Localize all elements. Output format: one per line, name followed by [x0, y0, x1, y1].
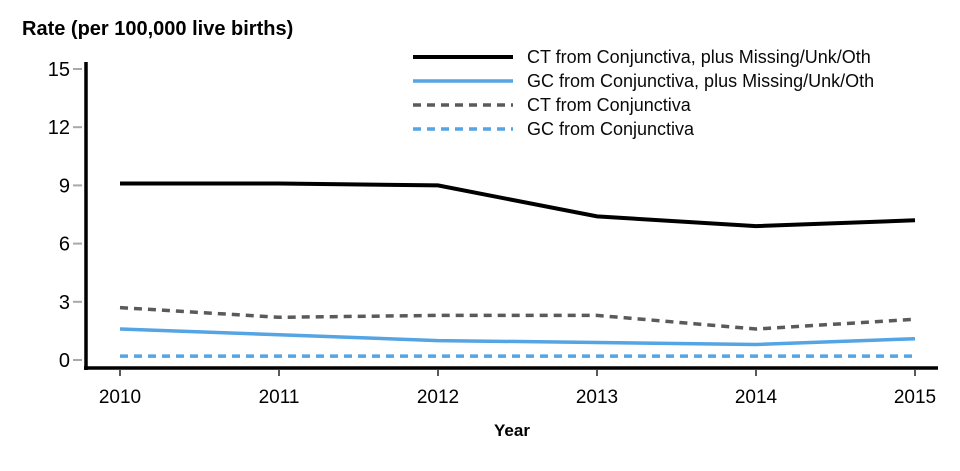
y-tick-label: 3	[59, 292, 70, 314]
legend-swatch-line	[413, 127, 513, 131]
legend-label: CT from Conjunctiva, plus Missing/Unk/Ot…	[527, 46, 871, 67]
x-tick-label: 2013	[576, 387, 618, 408]
legend-item: GC from Conjunctiva	[413, 117, 874, 141]
chart-title: Rate (per 100,000 live births)	[22, 18, 294, 40]
series-line-1	[120, 181, 916, 229]
legend-swatch-line	[413, 79, 513, 83]
series-line-2	[119, 327, 916, 347]
legend-label: CT from Conjunctiva	[527, 94, 691, 115]
legend-label: GC from Conjunctiva, plus Missing/Unk/Ot…	[527, 70, 875, 91]
legend-label: GC from Conjunctiva	[527, 118, 695, 139]
series-line-3	[119, 305, 916, 331]
x-tick-label: 2012	[417, 387, 459, 408]
y-tick-label: 12	[48, 117, 70, 139]
x-axis-title: Year	[494, 421, 530, 440]
y-tick-label: 9	[59, 175, 70, 197]
x-tick-label: 2015	[894, 387, 936, 408]
y-tick-label: 6	[59, 234, 70, 256]
x-tick-label: 2010	[99, 387, 141, 408]
legend-item: CT from Conjunctiva, plus Missing/Unk/Ot…	[413, 45, 874, 69]
legend: CT from Conjunctiva, plus Missing/Unk/Ot…	[413, 45, 874, 141]
legend-swatch-line	[413, 55, 513, 59]
x-tick-label: 2014	[735, 387, 778, 408]
x-tick-label: 2011	[259, 387, 300, 408]
legend-item: GC from Conjunctiva, plus Missing/Unk/Ot…	[413, 69, 874, 93]
y-tick-label: 15	[48, 59, 70, 81]
y-tick-label: 0	[59, 350, 70, 372]
legend-swatch-line	[413, 103, 513, 107]
legend-item: CT from Conjunctiva	[413, 93, 874, 117]
